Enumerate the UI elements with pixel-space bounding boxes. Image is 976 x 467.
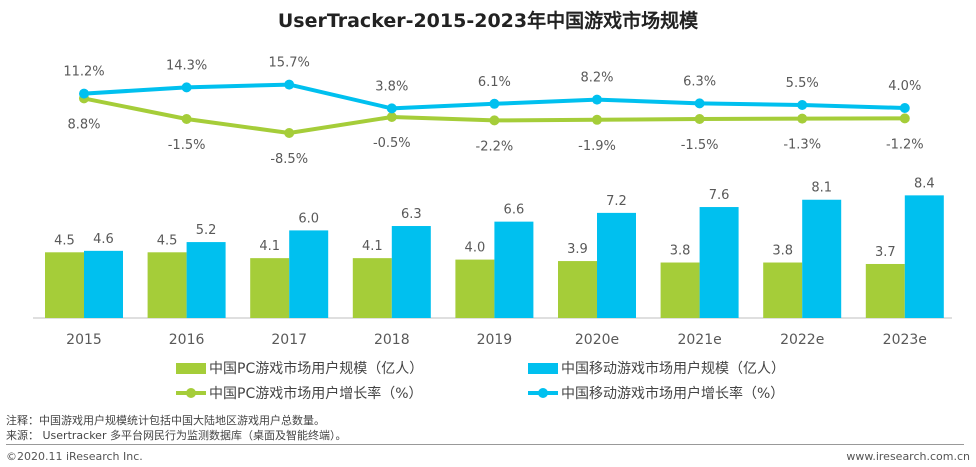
point-pc-growth: [386, 112, 397, 122]
x-tick-label: 2019: [477, 332, 513, 348]
bar-pc-users: [558, 261, 597, 318]
data-label-pc-growth: -1.3%: [783, 138, 821, 153]
legend-swatch-blue: [528, 362, 558, 374]
x-tick-label: 2023e: [883, 332, 927, 348]
data-label-pc-growth: -0.5%: [373, 136, 411, 151]
point-pc-growth: [694, 114, 705, 124]
data-label-pc-growth: -1.9%: [578, 139, 616, 154]
bar-mobile-users: [597, 212, 636, 318]
data-label-mobile-growth: 8.2%: [580, 71, 613, 86]
bar-pc-users: [865, 263, 905, 318]
data-label-pc-users: 4.0: [465, 241, 486, 256]
bar-pc-users: [250, 258, 290, 318]
x-tick-label: 2021e: [677, 332, 721, 348]
data-label-mobile-growth: 11.2%: [63, 65, 104, 80]
bar-pc-users: [147, 252, 187, 318]
copyright: ©2020.11 iResearch Inc.: [6, 450, 143, 463]
data-label-mobile-users: 5.2: [196, 223, 217, 238]
point-pc-growth: [899, 113, 910, 124]
point-pc-growth: [489, 115, 500, 126]
data-label-pc-growth: -2.2%: [476, 139, 514, 154]
x-tick-label: 2015: [66, 332, 102, 348]
data-label-mobile-users: 6.3: [401, 207, 422, 222]
data-label-mobile-users: 6.0: [298, 211, 319, 226]
data-label-pc-users: 4.1: [259, 239, 280, 254]
bar-pc-users: [455, 259, 495, 318]
legend-label: 中国PC游戏市场用户规模（亿人）: [209, 361, 424, 377]
legend-label: 中国移动游戏市场用户增长率（%）: [561, 386, 785, 402]
data-label-pc-users: 4.1: [362, 239, 383, 254]
x-tick-label: 2017: [271, 332, 307, 348]
x-tick-label: 2018: [374, 332, 410, 348]
point-mobile-growth: [284, 79, 295, 90]
bar-pc-users: [45, 252, 84, 318]
point-mobile-growth: [386, 103, 397, 114]
point-mobile-growth: [694, 98, 705, 109]
x-tick-label: 2020e: [575, 332, 619, 348]
point-pc-growth: [181, 114, 192, 124]
data-label-mobile-growth: 15.7%: [269, 56, 310, 71]
data-label-mobile-growth: 6.3%: [683, 74, 716, 89]
point-mobile-growth: [489, 98, 500, 109]
point-pc-growth: [284, 128, 295, 138]
chart-svg: 4.5 4.6 2015 4.5 5.2 2016 4.1 6.0 2017 4.1 6.3 2018…: [33, 56, 952, 348]
point-mobile-growth: [797, 100, 808, 110]
legend-swatch-green: [176, 362, 206, 374]
bar-pc-users: [660, 262, 700, 318]
point-pc-growth: [797, 113, 808, 124]
data-label-mobile-users: 7.6: [709, 188, 730, 203]
data-label-pc-users: 3.9: [567, 242, 588, 257]
chart-title: UserTracker-2015-2023年中国游戏市场规模: [277, 10, 699, 32]
point-pc-growth: [592, 114, 602, 125]
x-tick-label: 2016: [169, 332, 205, 348]
data-label-pc-growth: -1.2%: [886, 137, 924, 152]
legend-label: 中国PC游戏市场用户增长率（%）: [209, 386, 423, 402]
bar-mobile-users: [84, 250, 123, 318]
point-mobile-growth: [79, 88, 89, 99]
data-label-mobile-users: 8.4: [914, 176, 935, 191]
data-label-mobile-users: 7.2: [606, 194, 627, 209]
legend-mobile-growth: 中国移动游戏市场用户增长率（%）: [528, 383, 784, 403]
bar-pc-users: [763, 262, 803, 318]
legend-mobile-users: 中国移动游戏市场用户规模（亿人）: [528, 358, 785, 378]
bar-mobile-users: [802, 199, 842, 318]
point-mobile-growth: [181, 82, 192, 93]
data-label-pc-growth: -1.5%: [681, 138, 719, 153]
data-label-mobile-growth: 3.8%: [375, 79, 408, 94]
legend-label: 中国移动游戏市场用户规模（亿人）: [561, 361, 785, 377]
data-label-pc-users: 4.5: [157, 233, 178, 248]
data-label-pc-growth: -8.5%: [270, 152, 308, 167]
data-label-mobile-growth: 14.3%: [166, 58, 207, 73]
bar-mobile-users: [186, 242, 226, 318]
data-label-mobile-growth: 6.1%: [478, 75, 511, 90]
data-label-mobile-growth: 4.0%: [888, 79, 921, 94]
footer-divider: [6, 444, 964, 445]
data-label-mobile-growth: 5.5%: [786, 76, 819, 91]
bar-pc-users: [352, 258, 392, 318]
data-label-mobile-users: 6.6: [504, 203, 525, 218]
website-url: www.iresearch.com.cn: [846, 450, 970, 463]
legend-line-marker-icon: [528, 388, 558, 398]
note-text: 注释：中国游戏用户规模统计包括中国大陆地区游戏用户总数量。: [6, 414, 325, 427]
legend-line-marker-icon: [176, 388, 206, 398]
data-label-pc-users: 3.8: [670, 244, 691, 259]
point-mobile-growth: [899, 103, 910, 113]
point-mobile-growth: [592, 94, 602, 105]
data-label-mobile-users: 8.1: [811, 181, 832, 196]
bar-mobile-users: [904, 195, 944, 318]
data-label-pc-users: 3.7: [875, 245, 896, 260]
data-label-pc-growth: 8.8%: [67, 117, 100, 132]
x-tick-label: 2022e: [780, 332, 824, 348]
bar-mobile-users: [494, 221, 534, 318]
data-label-pc-users: 4.5: [54, 233, 75, 248]
bar-mobile-users: [289, 230, 329, 318]
legend-pc-growth: 中国PC游戏市场用户增长率（%）: [176, 383, 423, 403]
data-label-pc-growth: -1.5%: [168, 138, 206, 153]
data-label-pc-users: 3.8: [772, 244, 793, 259]
bar-mobile-users: [699, 207, 739, 318]
legend-pc-users: 中国PC游戏市场用户规模（亿人）: [176, 358, 423, 378]
data-label-mobile-users: 4.6: [93, 232, 114, 247]
bar-mobile-users: [391, 226, 431, 318]
source-text: 来源： Usertracker 多平台网民行为监测数据库（桌面及智能终端）。: [6, 429, 347, 442]
